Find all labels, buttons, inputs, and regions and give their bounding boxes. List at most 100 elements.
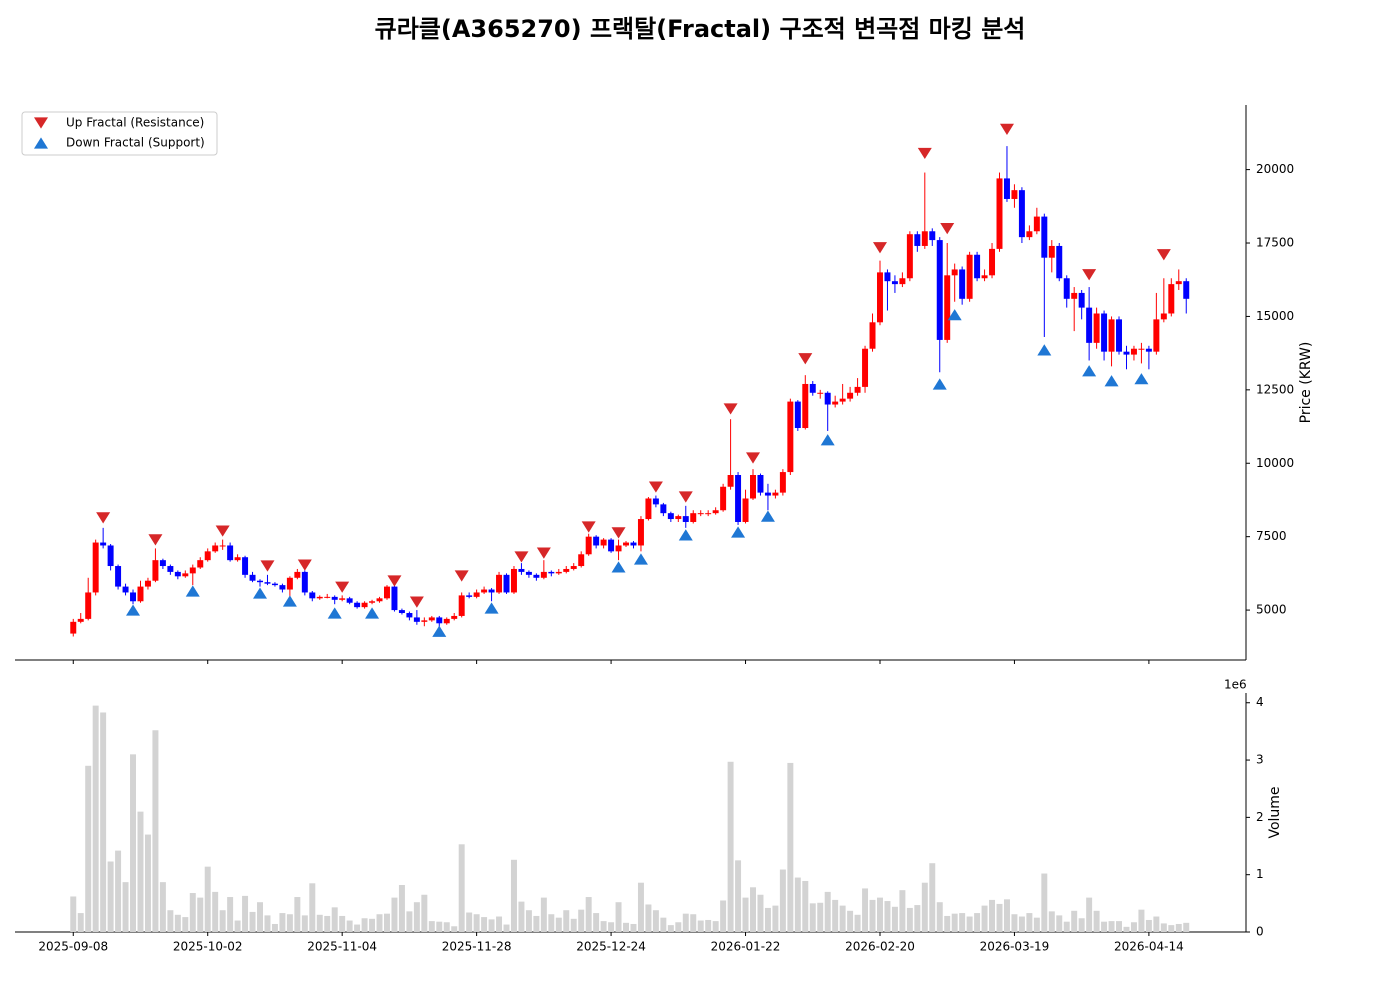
volume-bar [720,900,727,932]
volume-bar [675,922,682,932]
volume-bar [690,914,697,932]
candle-body [1003,178,1010,199]
legend-box [21,111,218,156]
volume-bar [234,920,241,932]
fractal-marker [760,510,775,522]
candle-body [817,392,824,394]
fractal-marker [215,525,230,537]
volume-bar [1101,921,1108,932]
candle-body [182,573,189,577]
candle-body [779,472,786,493]
fractal-marker [253,587,268,599]
candle-body [1033,216,1040,232]
volume-bar [884,901,891,932]
candle-body [115,566,122,587]
volume-bar [182,917,189,932]
candle-body [249,574,256,581]
volume-bar [817,902,824,932]
candle-body [787,401,794,473]
fractal-marker [731,526,746,538]
volume-bar [989,899,996,932]
candle-body [727,475,734,487]
candle-body [1168,284,1175,314]
candle-body [847,392,854,399]
volume-bar [974,913,981,932]
candle-body [548,571,555,574]
fractal-marker [999,123,1014,135]
volume-bar [914,905,921,932]
candle-body [1018,190,1025,238]
y-tick-label: 4 [1256,695,1264,709]
fractal-marker [1082,269,1097,281]
candle-body [234,557,241,561]
candle-body [525,571,532,575]
volume-bar [85,765,92,932]
volume-bar [802,880,809,932]
volume-bar [428,921,435,932]
candle-body [85,592,92,619]
volume-bar [847,910,854,932]
volume-bar [876,897,883,932]
candle-body [100,542,107,546]
volume-bar [966,916,973,932]
candle-body [1078,292,1085,308]
volume-bar [854,914,861,932]
volume-bar [436,921,443,932]
candle-body [1048,245,1055,258]
fractal-marker [581,521,596,533]
x-tick-label: 2026-02-20 [845,940,915,954]
candle-body [503,574,510,593]
volume-bar [264,915,271,932]
volume-bar [794,877,801,932]
candle-body [286,577,293,590]
candle-body [197,560,204,568]
fractal-marker [633,553,648,565]
candle-body [212,545,219,552]
candle-body [428,617,435,621]
candle-body [1123,351,1130,355]
candle-body [152,560,159,581]
volume-bar [92,705,99,932]
candle-body [174,571,181,577]
fractal-marker [678,491,693,503]
candle-body [70,621,77,634]
candle-body [600,539,607,546]
candle-body [750,475,756,499]
volume-bar [615,902,622,932]
volume-bar [660,917,667,932]
fractal-marker [282,595,297,607]
offset-text: 1e6 [1224,678,1247,692]
volume-bar [578,909,585,932]
y-axis-label: Price (KRW) [1298,342,1314,424]
volume-bar [608,922,615,932]
volume-bar [735,860,742,932]
fractal-marker [185,585,200,597]
volume-bar [301,915,308,932]
volume-bar [862,888,869,932]
volume-bar [197,897,204,932]
volume-bar [1145,919,1152,932]
candle-body [1071,292,1078,299]
candle-body [361,602,368,608]
candle-body [167,566,174,572]
candle-body [637,519,644,546]
candle-body [854,386,861,393]
candle-body [496,574,503,593]
volume-bar [421,894,428,932]
candle-body [876,272,883,323]
volume-bar [929,863,936,932]
candle-body [533,574,540,578]
y-tick-label: 5000 [1256,603,1287,617]
volume-bar [772,905,779,932]
volume-bar [757,894,764,932]
volume-bar [316,914,323,932]
candle-body [667,513,674,520]
y-tick-label: 0 [1256,925,1264,939]
volume-bar [137,811,144,932]
candle-body [301,571,308,593]
candle-body [436,617,443,624]
volume-bar [525,910,532,932]
volume-bar [1160,923,1167,932]
fractal-marker [940,223,955,235]
candle-body [1160,313,1167,320]
